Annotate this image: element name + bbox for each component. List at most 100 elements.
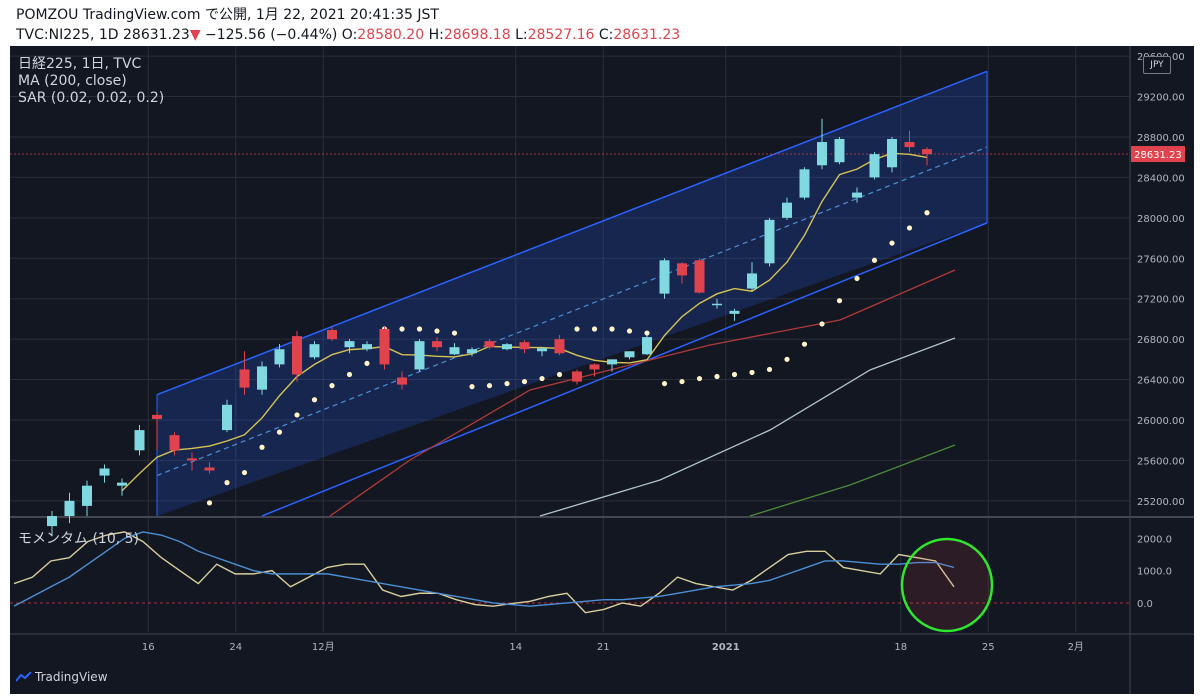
candle-body <box>344 341 355 348</box>
sar-dot <box>731 371 738 378</box>
sar-dot <box>679 378 685 385</box>
candle-body <box>764 219 775 264</box>
sar-dot <box>871 257 878 263</box>
candle-body <box>869 154 880 178</box>
sar-dot <box>609 326 615 332</box>
candle-body <box>484 341 495 348</box>
candle-body <box>659 260 670 294</box>
legend-sar[interactable]: SAR (0.02, 0.02, 0.2) <box>18 90 165 106</box>
candle-body <box>169 435 180 451</box>
candle-body <box>274 349 285 365</box>
sar-dot <box>486 383 493 389</box>
sar-dot <box>504 380 510 387</box>
sar-dot <box>241 469 248 476</box>
price-tick-label: 26400.00 <box>1137 376 1185 387</box>
sar-dot <box>854 275 860 282</box>
time-tick-label: 18 <box>894 642 907 653</box>
ma-green-line <box>749 444 956 517</box>
sar-dot <box>399 326 405 332</box>
candle-body <box>502 344 512 350</box>
close-value: 28631.23 <box>613 27 681 43</box>
highlight-circle <box>900 537 994 633</box>
last-price-tag-text: 28631.23 <box>1134 150 1182 161</box>
chart-canvas: 25200.00 25600.00 26000.00 26400.00 26800.00… <box>10 46 1194 694</box>
sar-dot <box>661 380 668 387</box>
channel-mid-line <box>156 146 988 477</box>
candle-body <box>747 273 757 289</box>
candle-body <box>519 342 530 350</box>
sar-dot <box>924 210 930 216</box>
candle-body <box>327 330 337 340</box>
momentum-tick-label: 1000.0 <box>1137 567 1172 578</box>
candle-body <box>694 260 705 293</box>
time-tick-label: 12月 <box>312 641 335 653</box>
sar-dot <box>574 326 580 332</box>
candle-body <box>47 516 57 527</box>
legend-momentum[interactable]: モメンタム (10, 5) <box>18 531 139 547</box>
sar-dot <box>521 378 528 385</box>
candle-body <box>817 142 827 166</box>
time-tick-label: 21 <box>597 642 610 653</box>
candle-body <box>414 341 425 370</box>
candle-body <box>117 482 127 486</box>
sar-dot <box>276 429 283 435</box>
last-price-tag <box>1131 146 1185 163</box>
candle-body <box>397 377 407 385</box>
indicator-legend: 日経225, 1日, TVC MA (200, close) SAR (0.02… <box>18 56 164 107</box>
price-tick-label: 26000.00 <box>1137 416 1185 427</box>
momentum-signal-line <box>13 531 955 607</box>
candle-body <box>554 339 565 354</box>
sar-dot <box>626 328 633 334</box>
sar-dot <box>801 341 808 347</box>
ohlc-line: TVC:NI225, 1D 28631.23▼ −125.56 (−0.44%)… <box>16 26 680 44</box>
currency-button[interactable]: JPY <box>1143 56 1171 74</box>
time-tick-label: 16 <box>142 642 155 653</box>
sar-dot <box>644 330 650 336</box>
candle-body <box>589 364 600 370</box>
high-label: H: <box>428 27 444 43</box>
open-value: 28580.20 <box>357 27 425 43</box>
candle-body <box>152 414 162 419</box>
candle-body <box>904 142 915 148</box>
price-tick-label: 25600.00 <box>1137 456 1185 467</box>
candle-body <box>729 310 740 314</box>
candle-body <box>712 303 722 306</box>
momentum-line <box>13 531 955 614</box>
high-value: 28698.18 <box>443 27 511 43</box>
price-tick-label: 25200.00 <box>1137 497 1185 508</box>
candle-body <box>82 485 92 506</box>
brand-name: TradingView <box>35 670 108 684</box>
chart-frame: 25200.00 25600.00 26000.00 26400.00 26800.00… <box>10 0 1194 694</box>
candle-body <box>537 348 547 352</box>
sar-dot <box>889 240 895 246</box>
sar-dot <box>259 444 265 450</box>
candle-body <box>572 371 582 382</box>
candle-body <box>309 344 320 358</box>
sar-dot <box>591 326 598 332</box>
legend-ma[interactable]: MA (200, close) <box>18 73 127 89</box>
tradingview-logo[interactable]: TradingView <box>16 670 108 684</box>
ma-200-line <box>329 269 956 517</box>
candle-body <box>239 369 250 388</box>
sar-dot <box>206 500 213 506</box>
price-tick-label: 27600.00 <box>1137 254 1185 265</box>
sar-dot <box>819 321 825 327</box>
candle-body <box>204 467 215 471</box>
ma-long-line <box>539 337 956 517</box>
candle-body <box>257 366 267 390</box>
time-tick-label: 14 <box>509 642 522 653</box>
legend-symbol[interactable]: 日経225, 1日, TVC <box>18 56 142 72</box>
low-label: L: <box>515 27 528 43</box>
sar-dot <box>329 383 335 389</box>
candle-body <box>799 169 810 198</box>
sar-dot <box>364 360 370 366</box>
sar-dot <box>836 298 843 304</box>
sar-dot <box>766 366 773 373</box>
sar-dot <box>311 397 318 403</box>
momentum-tick-label: 2000.0 <box>1137 534 1172 545</box>
sar-dot <box>224 480 230 486</box>
candle-body <box>432 341 442 348</box>
candle-body <box>852 192 862 198</box>
sar-dot <box>749 369 755 376</box>
low-value: 28527.16 <box>527 27 595 43</box>
